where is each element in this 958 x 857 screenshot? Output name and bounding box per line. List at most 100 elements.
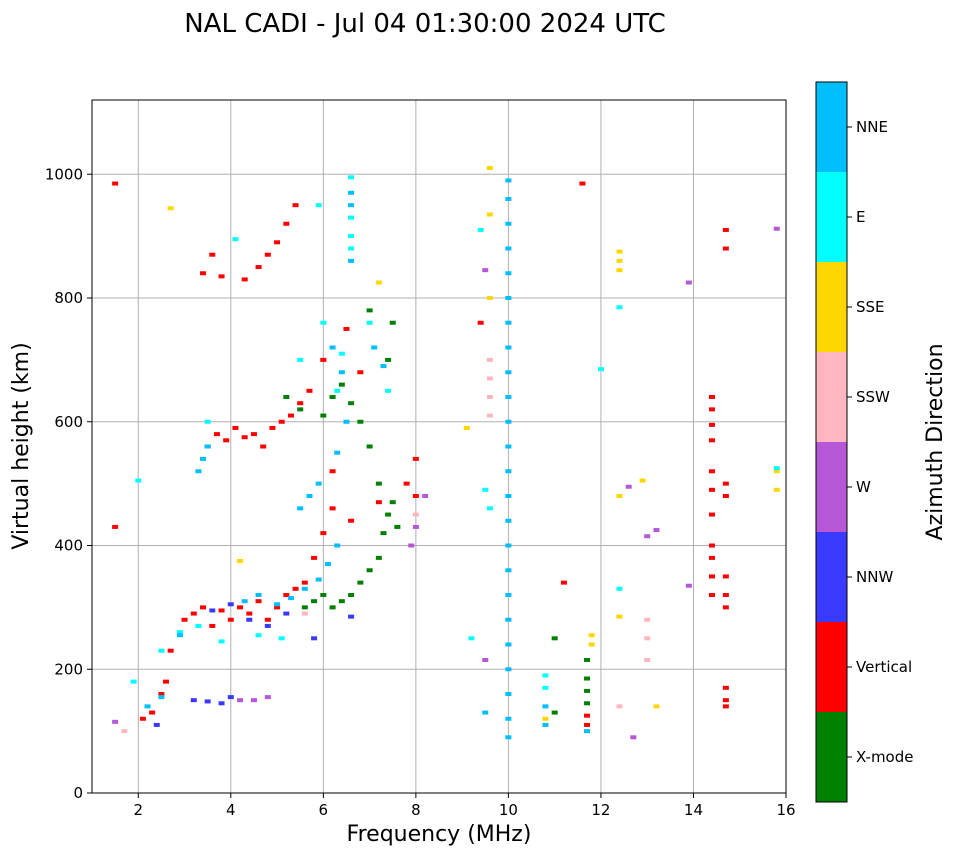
point-ssw bbox=[486, 376, 493, 381]
point-vertical bbox=[722, 704, 729, 709]
point-nne bbox=[334, 450, 341, 455]
point-x-mode bbox=[385, 357, 392, 362]
point-vertical bbox=[200, 605, 207, 610]
point-nne bbox=[542, 722, 549, 727]
point-x-mode bbox=[584, 657, 591, 662]
y-ticks: 0 200 400 600 800 1000 bbox=[45, 165, 92, 802]
point-nne bbox=[505, 568, 512, 573]
colorbar-swatch-sse bbox=[816, 262, 847, 352]
point-nne bbox=[505, 469, 512, 474]
point-sse bbox=[653, 704, 660, 709]
point-e bbox=[255, 633, 262, 638]
point-nne bbox=[144, 704, 151, 709]
point-vertical bbox=[274, 240, 281, 245]
point-x-mode bbox=[329, 605, 336, 610]
point-e bbox=[338, 351, 345, 356]
point-nne bbox=[315, 577, 322, 582]
point-vertical bbox=[209, 623, 216, 628]
point-nne bbox=[348, 190, 355, 195]
point-w bbox=[773, 226, 780, 231]
point-vertical bbox=[112, 524, 119, 529]
point-vertical bbox=[200, 271, 207, 276]
point-vertical bbox=[584, 722, 591, 727]
point-vertical bbox=[163, 679, 170, 684]
point-e bbox=[477, 227, 484, 232]
point-vertical bbox=[560, 580, 567, 585]
point-nne bbox=[324, 562, 331, 567]
point-vertical bbox=[722, 227, 729, 232]
point-vertical bbox=[278, 419, 285, 424]
point-w bbox=[653, 528, 660, 533]
plot-frame bbox=[91, 99, 787, 794]
point-vertical bbox=[190, 611, 197, 616]
point-nnw bbox=[153, 722, 160, 727]
point-e bbox=[135, 478, 142, 483]
point-sse bbox=[463, 425, 470, 430]
y-tick-label: 200 bbox=[54, 660, 83, 678]
point-nne bbox=[204, 444, 211, 449]
point-nne bbox=[348, 258, 355, 263]
point-nne bbox=[505, 642, 512, 647]
point-w bbox=[408, 543, 415, 548]
point-nne bbox=[176, 633, 183, 638]
point-nne bbox=[505, 296, 512, 300]
point-nne bbox=[505, 692, 512, 696]
point-vertical bbox=[708, 395, 715, 399]
point-vertical bbox=[722, 574, 729, 579]
point-e bbox=[334, 388, 341, 393]
point-nne bbox=[482, 710, 489, 715]
colorbar-frame bbox=[815, 81, 848, 803]
point-vertical bbox=[149, 710, 156, 715]
point-x-mode bbox=[584, 688, 591, 693]
point-vertical bbox=[306, 388, 313, 393]
x-ticks: 2 4 6 8 10 12 14 16 bbox=[133, 793, 796, 819]
point-nne bbox=[200, 456, 207, 461]
point-nne bbox=[505, 197, 512, 201]
point-vertical bbox=[722, 698, 729, 703]
point-e bbox=[315, 203, 322, 208]
point-vertical bbox=[292, 203, 299, 208]
point-vertical bbox=[232, 425, 239, 430]
point-x-mode bbox=[366, 308, 373, 313]
point-x-mode bbox=[366, 444, 373, 449]
point-vertical bbox=[477, 320, 484, 325]
point-vertical bbox=[708, 574, 715, 579]
point-e bbox=[204, 419, 211, 424]
point-x-mode bbox=[320, 593, 327, 597]
point-x-mode bbox=[389, 500, 396, 505]
point-nnw bbox=[227, 695, 234, 700]
point-vertical bbox=[311, 555, 318, 560]
point-vertical bbox=[722, 605, 729, 610]
point-w bbox=[482, 268, 489, 273]
point-nnw bbox=[246, 617, 253, 622]
point-nnw bbox=[311, 636, 318, 641]
point-vertical bbox=[241, 277, 248, 282]
point-vertical bbox=[246, 611, 253, 616]
point-nnw bbox=[283, 611, 290, 616]
point-e bbox=[218, 639, 225, 644]
point-nnw bbox=[264, 623, 271, 628]
point-sse bbox=[167, 206, 174, 211]
point-w bbox=[250, 698, 257, 703]
point-vertical bbox=[320, 531, 327, 536]
point-x-mode bbox=[584, 701, 591, 706]
point-x-mode bbox=[551, 636, 558, 641]
point-vertical bbox=[584, 713, 591, 718]
point-e bbox=[348, 175, 355, 180]
point-w bbox=[112, 719, 119, 724]
point-sse bbox=[773, 469, 780, 474]
point-e bbox=[176, 630, 183, 635]
y-tick-label: 1000 bbox=[45, 165, 83, 183]
point-x-mode bbox=[301, 605, 308, 610]
point-vertical bbox=[708, 512, 715, 517]
point-x-mode bbox=[584, 676, 591, 681]
colorbar-label-vertical: Vertical bbox=[856, 658, 912, 676]
colorbar-label-nne: NNE bbox=[856, 118, 888, 136]
colorbar-label-nnw: NNW bbox=[856, 568, 893, 586]
point-nne bbox=[274, 602, 281, 607]
point-ssw bbox=[486, 413, 493, 418]
point-nnw bbox=[348, 614, 355, 619]
point-nne bbox=[380, 364, 387, 369]
point-nnw bbox=[190, 698, 197, 703]
point-vertical bbox=[320, 357, 327, 362]
